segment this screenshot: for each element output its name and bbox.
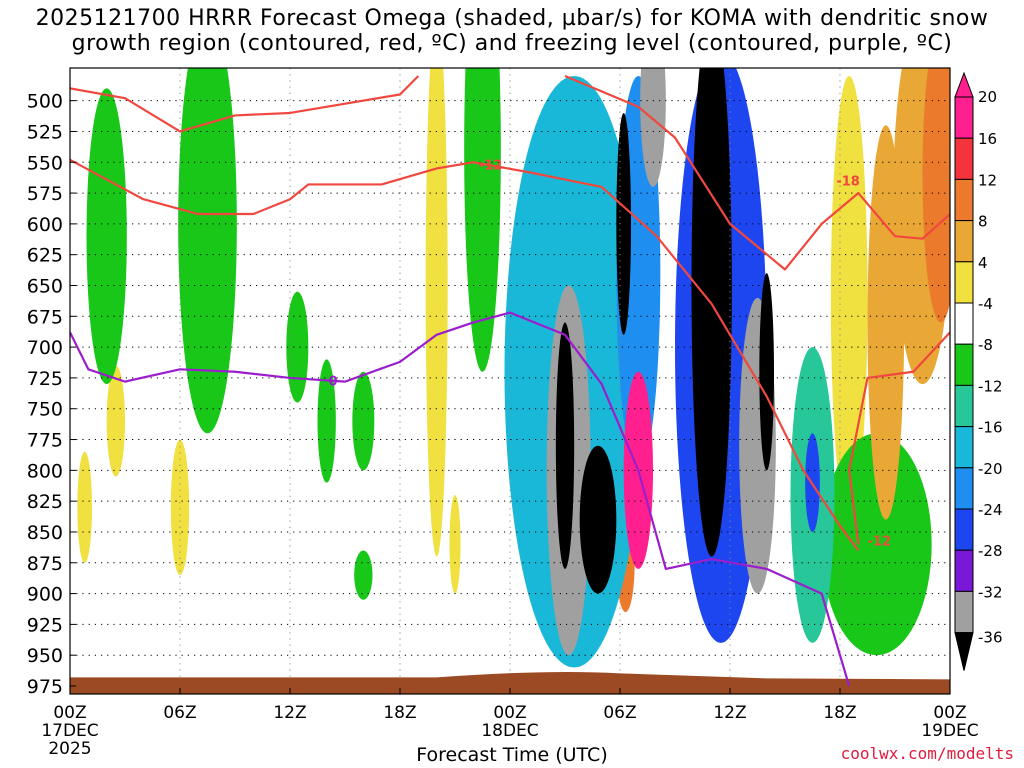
y-tick-label: 525	[27, 121, 63, 143]
colorbar-level-label: 12	[978, 171, 997, 189]
colorbar-level-label: 20	[978, 88, 997, 106]
contour-label: 0	[329, 374, 338, 389]
omega-shade-feature	[759, 273, 775, 471]
x-tick-label: 18Z	[823, 703, 856, 723]
x-tick-label: 00Z	[933, 703, 966, 723]
x-tick-label: 12Z	[273, 703, 306, 723]
y-tick-label: 625	[27, 245, 63, 267]
colorbar-swatch	[954, 590, 974, 634]
omega-shade-feature	[464, 68, 501, 372]
y-tick-label: 550	[27, 152, 63, 174]
colorbar-swatch	[954, 261, 974, 304]
colorbar-swatch	[954, 137, 974, 180]
colorbar-level-label: -36	[978, 629, 1003, 647]
colorbar-swatch	[954, 426, 974, 469]
omega-shade-feature	[170, 439, 190, 576]
x-tick-label: 18Z	[383, 703, 416, 723]
contour-label: -12	[479, 159, 503, 174]
x-tick-label: 06Z	[603, 703, 636, 723]
omega-shade-feature	[354, 550, 373, 600]
colorbar-level-label: 4	[978, 254, 988, 272]
colorbar-top-arrow	[954, 71, 974, 98]
omega-shade-feature	[425, 68, 448, 557]
omega-shade-feature	[640, 68, 666, 187]
x-tick-label: 00Z	[493, 703, 526, 723]
chart-title-line-2: growth region (contoured, red, ºC) and f…	[71, 31, 953, 56]
colorbar-level-label: 8	[978, 213, 988, 231]
y-tick-label: 850	[27, 522, 63, 544]
freezing-level-0-contour	[70, 311, 851, 687]
colorbar-level-label: -8	[978, 336, 993, 354]
y-tick-label: 925	[27, 614, 63, 636]
omega-shade-feature	[352, 371, 375, 471]
colorbar-level-label: -28	[978, 542, 1003, 560]
y-tick-label: 500	[27, 91, 63, 113]
dgz-top-neg18-contour	[70, 75, 420, 133]
x-tick-label: 19DEC	[921, 721, 978, 741]
omega-shade-feature	[106, 365, 126, 477]
dgz-bottom-neg12-contour	[70, 158, 860, 552]
omega-shade-feature	[286, 291, 309, 403]
y-tick-label: 900	[27, 584, 63, 606]
credit-link[interactable]: coolwx.com/modelts	[840, 744, 1014, 763]
y-tick-label: 875	[27, 553, 63, 575]
y-tick-label: 700	[27, 337, 63, 359]
omega-shade-feature	[77, 451, 92, 563]
x-tick-label: 06Z	[163, 703, 196, 723]
colorbar-level-label: 16	[978, 130, 997, 148]
contour-label: -12	[868, 535, 892, 550]
colorbar-swatch	[954, 343, 974, 386]
colorbar-level-label: -24	[978, 501, 1003, 519]
colorbar-bottom-arrow	[954, 632, 974, 671]
omega-shade-feature	[449, 494, 461, 594]
colorbar-swatch	[954, 549, 974, 592]
x-tick-label: 12Z	[713, 703, 746, 723]
colorbar-level-label: -12	[978, 377, 1003, 395]
y-tick-label: 750	[27, 399, 63, 421]
omega-shade-feature	[922, 68, 950, 323]
y-tick-label: 800	[27, 460, 63, 482]
y-tick-label: 975	[27, 676, 63, 698]
y-tick-label: 725	[27, 368, 63, 390]
contour-label: -18	[836, 175, 860, 190]
omega-shade-feature	[691, 68, 732, 557]
colorbar-swatch	[954, 467, 974, 510]
chart-title-line-1: 2025121700 HRRR Forecast Omega (shaded, …	[35, 6, 989, 31]
y-tick-label: 825	[27, 491, 63, 513]
colorbar-swatch	[954, 96, 974, 139]
omega-shade-feature	[86, 88, 127, 385]
colorbar-swatch	[954, 384, 974, 428]
omega-shade-feature	[821, 433, 932, 656]
colorbar-swatch	[954, 508, 974, 551]
x-tick-label: 00Z	[53, 703, 86, 723]
colorbar-swatch	[954, 178, 974, 222]
colorbar-level-label: -32	[978, 583, 1003, 601]
colorbar-level-label: -20	[978, 460, 1003, 478]
omega-shade-feature	[317, 359, 336, 483]
omega-shade-feature	[191, 76, 224, 274]
y-tick-label: 950	[27, 645, 63, 667]
dgz-lower-right-contour	[848, 331, 950, 545]
y-tick-label: 675	[27, 306, 63, 328]
y-tick-label: 650	[27, 275, 63, 297]
dgz-upper-right-contour	[564, 74, 950, 271]
y-tick-label: 575	[27, 183, 63, 205]
colorbar-swatch	[954, 220, 974, 263]
x-tick-label: 18DEC	[481, 721, 538, 741]
colorbar-swatch	[954, 302, 974, 345]
x-tick-label: 17DEC	[41, 721, 98, 741]
omega-shade-feature	[579, 445, 617, 594]
colorbar-level-label: -16	[978, 419, 1003, 437]
y-tick-label: 600	[27, 214, 63, 236]
omega-shade-feature	[555, 322, 575, 569]
y-tick-label: 775	[27, 430, 63, 452]
x-tick-label: 2025	[48, 739, 91, 759]
x-axis-label: Forecast Time (UTC)	[416, 744, 608, 766]
colorbar-level-label: -4	[978, 295, 993, 313]
